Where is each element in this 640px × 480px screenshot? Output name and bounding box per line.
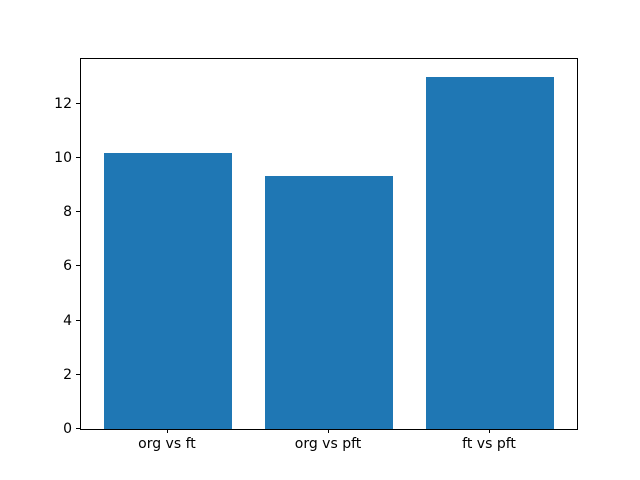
x-tick-label: org vs pft bbox=[294, 436, 362, 452]
x-tick-label: org vs ft bbox=[138, 436, 196, 452]
y-tick-mark bbox=[76, 211, 80, 213]
x-tick-mark bbox=[328, 429, 329, 433]
y-tick-label: 8 bbox=[63, 204, 72, 221]
y-tick-mark bbox=[76, 265, 80, 267]
y-tick-mark bbox=[76, 319, 80, 321]
y-tick-mark bbox=[76, 428, 80, 429]
y-tick-mark bbox=[76, 373, 80, 375]
plot-area bbox=[80, 58, 578, 430]
y-tick-label: 4 bbox=[63, 312, 72, 329]
x-tick-mark bbox=[166, 429, 168, 433]
y-tick-label: 0 bbox=[63, 421, 72, 437]
bar-org-vs-ft bbox=[103, 152, 233, 429]
y-tick-mark bbox=[76, 102, 80, 104]
y-tick-mark bbox=[76, 156, 80, 158]
x-tick-mark bbox=[489, 429, 491, 433]
bar-org-vs-pft bbox=[264, 175, 394, 429]
y-tick-label: 2 bbox=[63, 366, 72, 383]
bar-ft-vs-pft bbox=[425, 76, 555, 429]
y-tick-label: 12 bbox=[54, 95, 72, 112]
y-tick-label: 6 bbox=[63, 258, 72, 275]
x-tick-label: ft vs pft bbox=[462, 436, 516, 452]
y-tick-label: 10 bbox=[54, 149, 72, 166]
